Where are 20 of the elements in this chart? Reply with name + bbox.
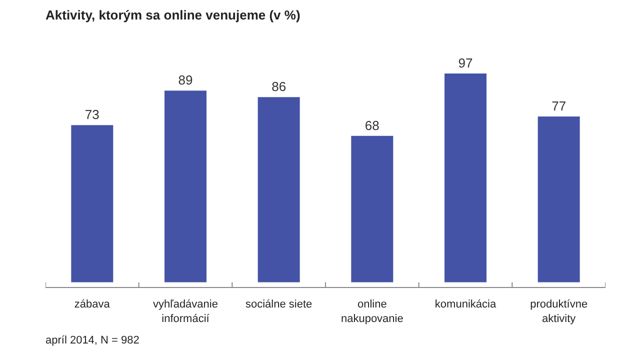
bar (258, 97, 300, 282)
bar (444, 73, 486, 282)
x-tick-label: zábava (74, 298, 111, 310)
bar (71, 125, 114, 282)
data-label: 77 (552, 98, 566, 114)
x-tick-label: sociálne siete (246, 298, 312, 310)
x-tick-label: online nakupovanie (340, 298, 404, 325)
bar (164, 90, 206, 282)
data-label: 68 (364, 118, 380, 133)
chart-title: Aktivity, ktorým sa online venujeme (v %) (46, 8, 300, 22)
bar (351, 136, 394, 282)
bar (538, 116, 580, 282)
x-tick-label: produktívne aktivity (530, 298, 588, 325)
text: apríl 2014, N = 982 (46, 334, 140, 346)
data-label: 97 (458, 55, 473, 70)
data-label: 89 (178, 72, 193, 88)
x-tick-label: vyhľadávanie informácií (153, 298, 218, 325)
data-label: 73 (84, 107, 100, 122)
data-label: 86 (272, 79, 286, 94)
x-tick-label: komunikácia (434, 298, 497, 310)
